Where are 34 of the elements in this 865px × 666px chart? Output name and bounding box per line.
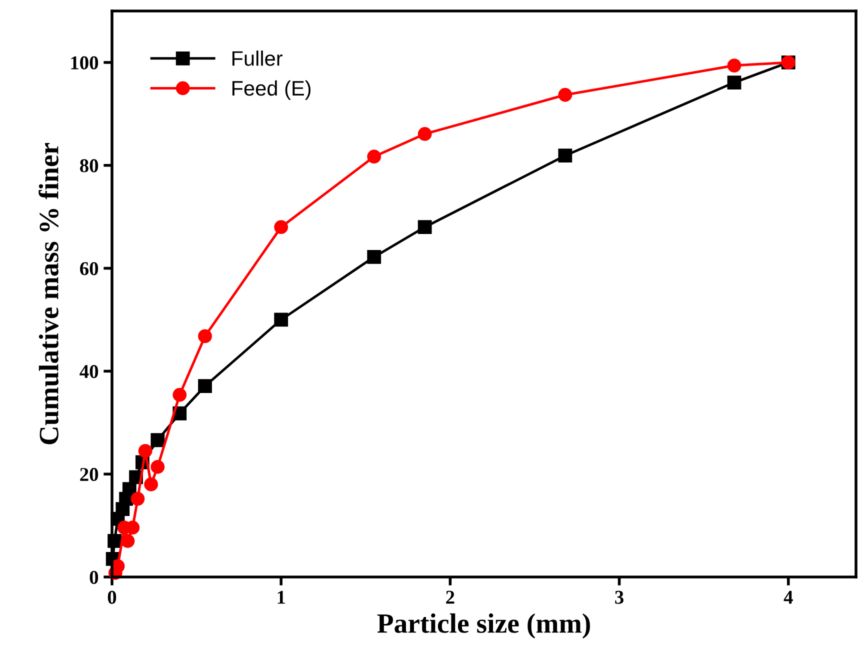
point [120,534,135,548]
point [172,388,187,402]
y-tick-label: 40 [80,365,98,378]
x-axis-title: Particle size (mm) [377,613,590,639]
point [418,127,432,141]
point [274,312,288,327]
point [367,250,382,264]
point [367,150,382,164]
point [727,76,742,90]
legend-label: Fuller [232,50,282,66]
point [418,220,432,234]
point [130,492,145,506]
point [150,460,165,474]
x-tick-label: 0 [108,590,116,604]
point [138,444,152,458]
x-tick-label: 4 [784,590,793,604]
point [558,88,572,102]
point [198,379,212,394]
point [274,220,288,234]
x-tick-label: 1 [278,590,285,604]
y-tick-label: 20 [80,468,98,482]
point [144,477,158,492]
point [727,58,742,72]
point [150,433,165,448]
x-tick-label: 3 [615,590,624,604]
y-axis-title: Cumulative mass % finer [38,142,59,444]
y-tick-label: 100 [71,56,98,70]
legend-label: Feed (E) [232,80,310,100]
y-tick-label: 80 [80,159,98,172]
point [558,148,572,163]
y-tick-label: 60 [80,262,98,276]
point [198,329,212,344]
y-tick-label: 0 [90,570,98,584]
x-tick-label: 2 [446,590,454,604]
